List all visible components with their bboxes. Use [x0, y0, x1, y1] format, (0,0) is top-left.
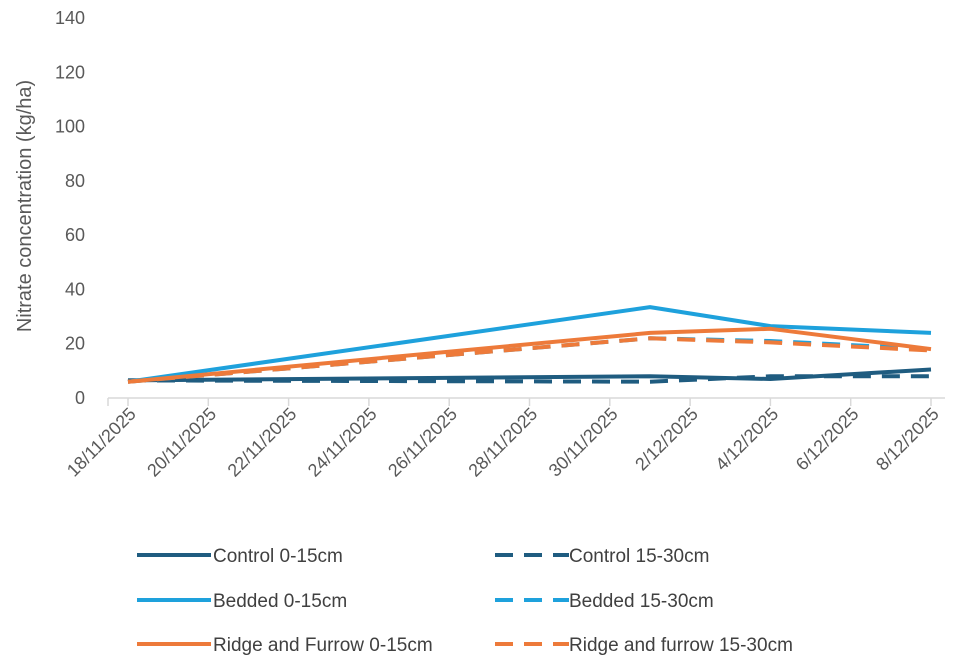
legend-label: Ridge and furrow 15-30cm — [569, 635, 793, 656]
y-tick-label: 80 — [65, 171, 85, 191]
y-tick-label: 60 — [65, 225, 85, 245]
legend-item: Control 0-15cm — [137, 546, 343, 567]
y-tick-label: 40 — [65, 279, 85, 299]
x-tick-label: 2/12/2025 — [631, 404, 702, 475]
legend-item: Ridge and Furrow 0-15cm — [137, 635, 433, 656]
y-axis-title: Nitrate concentration (kg/ha) — [14, 80, 36, 332]
x-axis: 18/11/2025 20/11/2025 22/11/2025 24/11/2025… — [63, 397, 945, 481]
legend-label: Control 15-30cm — [569, 546, 709, 567]
y-tick-label: 0 — [75, 388, 85, 408]
x-tick-label: 30/11/2025 — [545, 404, 622, 481]
legend: Control 0-15cm Control 15-30cm Bedded 0-15… — [137, 546, 793, 656]
x-tick-label: 4/12/2025 — [711, 404, 782, 475]
x-tick-label: 6/12/2025 — [792, 404, 863, 475]
legend-label: Ridge and Furrow 0-15cm — [213, 635, 433, 656]
legend-label: Bedded 15-30cm — [569, 591, 714, 612]
series-layer — [127, 305, 932, 384]
legend-item: Control 15-30cm — [495, 546, 709, 567]
y-tick-label: 140 — [55, 8, 85, 28]
x-tick-label: 24/11/2025 — [304, 404, 381, 481]
y-axis-ticks: 0 20 40 60 80 100 120 140 — [55, 8, 85, 408]
y-tick-label: 120 — [55, 62, 85, 82]
legend-item: Bedded 0-15cm — [137, 591, 347, 612]
x-tick-label: 20/11/2025 — [143, 404, 220, 481]
series-line-control-15-30cm — [127, 374, 931, 384]
x-tick-label: 28/11/2025 — [464, 404, 541, 481]
x-tick-label: 22/11/2025 — [224, 404, 301, 481]
legend-item: Ridge and furrow 15-30cm — [495, 635, 793, 656]
y-tick-label: 20 — [65, 334, 85, 354]
x-tick-label: 8/12/2025 — [872, 404, 943, 475]
x-tick-label: 26/11/2025 — [384, 404, 461, 481]
series-line-ridge-and-furrow-0-15cm — [127, 326, 932, 384]
series-line-bedded-0-15cm — [127, 305, 932, 384]
legend-label: Bedded 0-15cm — [213, 591, 347, 612]
series-line-ridge-and-furrow-15-30cm — [127, 336, 932, 384]
y-tick-label: 100 — [55, 117, 85, 137]
legend-item: Bedded 15-30cm — [495, 591, 714, 612]
legend-label: Control 0-15cm — [213, 546, 343, 567]
x-tick-label: 18/11/2025 — [63, 404, 140, 481]
